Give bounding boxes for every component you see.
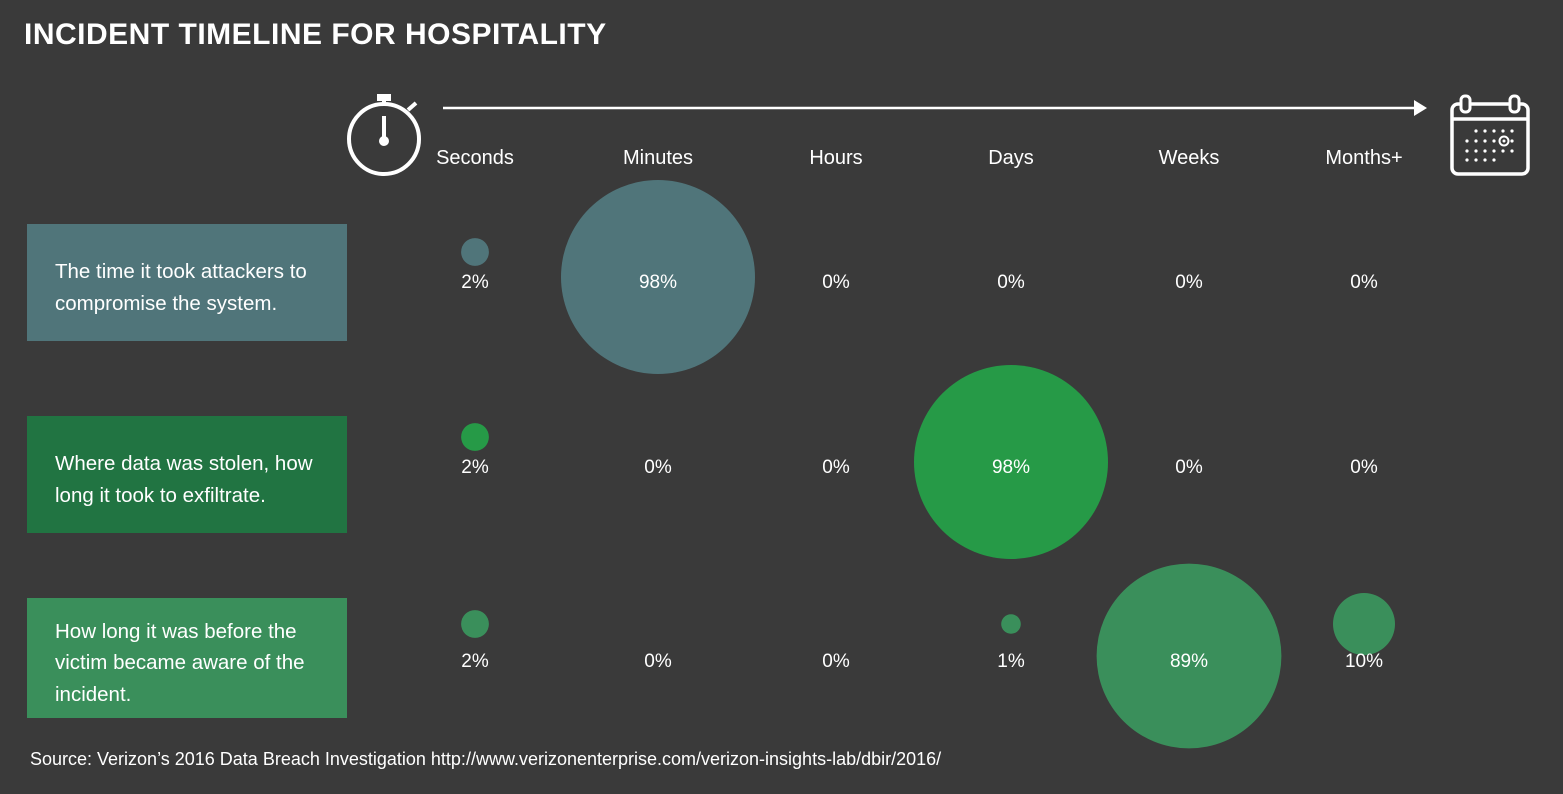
column-header-hours: Hours	[809, 147, 862, 169]
value-label-row2-days: 98%	[992, 457, 1030, 478]
value-label-row1-months: 0%	[1350, 272, 1378, 293]
bubble-row1-seconds	[461, 238, 489, 266]
value-label-row1-minutes: 98%	[639, 272, 677, 293]
bubble-row3-days	[1001, 614, 1021, 634]
row-label-discovery: How long it was before the victim became…	[27, 598, 347, 718]
bubble-row2-days	[914, 365, 1108, 559]
value-label-row1-weeks: 0%	[1175, 272, 1203, 293]
value-label-row2-minutes: 0%	[644, 457, 672, 478]
timeline-arrow	[443, 100, 1427, 116]
bubble-row2-seconds	[461, 423, 489, 451]
value-label-row3-seconds: 2%	[461, 651, 489, 672]
value-label-row2-hours: 0%	[822, 457, 850, 478]
value-label-row1-seconds: 2%	[461, 272, 489, 293]
bubbles	[461, 180, 1395, 749]
column-header-minutes: Minutes	[623, 147, 693, 169]
stopwatch-icon	[347, 94, 421, 176]
calendar-icon	[1450, 94, 1530, 176]
column-header-months: Months+	[1325, 147, 1402, 169]
column-header-seconds: Seconds	[436, 147, 514, 169]
value-label-row1-hours: 0%	[822, 272, 850, 293]
value-label-row3-minutes: 0%	[644, 651, 672, 672]
value-label-row1-days: 0%	[997, 272, 1025, 293]
source-note: Source: Verizon’s 2016 Data Breach Inves…	[30, 749, 942, 769]
value-label-row3-months: 10%	[1345, 651, 1383, 672]
value-label-row3-hours: 0%	[822, 651, 850, 672]
bubble-row1-minutes	[561, 180, 755, 374]
column-header-days: Days	[988, 147, 1034, 169]
value-label-row3-days: 1%	[997, 651, 1025, 672]
row-label-compromise: The time it took attackers to compromise…	[27, 224, 347, 341]
value-label-row2-months: 0%	[1350, 457, 1378, 478]
column-headers: Seconds Minutes Hours Days Weeks Months+	[436, 147, 1403, 169]
chart-title: INCIDENT TIMELINE FOR HOSPITALITY	[24, 18, 607, 51]
column-header-weeks: Weeks	[1159, 147, 1220, 169]
value-label-row2-weeks: 0%	[1175, 457, 1203, 478]
bubble-row3-months	[1333, 593, 1395, 655]
bubble-row3-seconds	[461, 610, 489, 638]
value-label-row3-weeks: 89%	[1170, 651, 1208, 672]
value-labels: 2% 98% 0% 0% 0% 0% 2% 0% 0% 98% 0% 0% 2% 0% 0% 1% 89% 10%	[461, 272, 1383, 672]
row-label-exfiltration: Where data was stolen, how long it took …	[27, 416, 347, 533]
bubble-row3-weeks	[1096, 563, 1282, 749]
value-label-row2-seconds: 2%	[461, 457, 489, 478]
